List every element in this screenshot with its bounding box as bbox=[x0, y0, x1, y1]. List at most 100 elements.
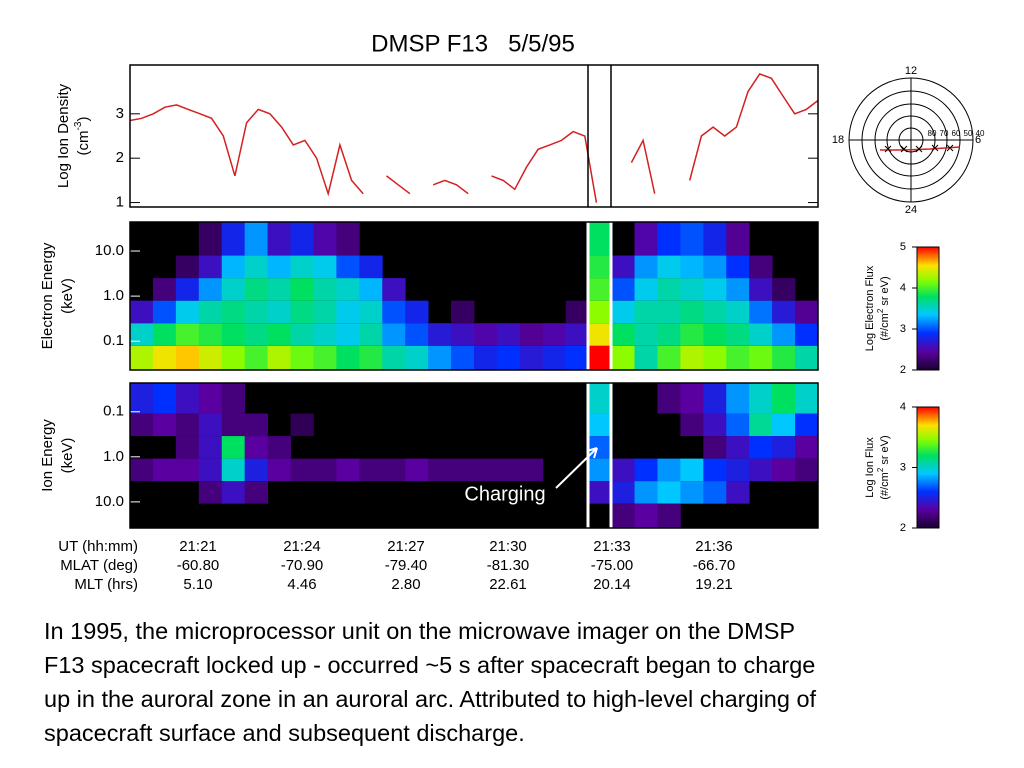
colorbar-label: Log Electron Flux (#/cm2 sr eV) bbox=[864, 265, 891, 351]
row-value: 21:21 bbox=[179, 538, 217, 555]
flux-cell bbox=[267, 300, 291, 324]
flux-cell bbox=[496, 345, 521, 370]
flux-cell bbox=[152, 413, 177, 437]
flux-cell bbox=[175, 458, 200, 482]
row-value: 21:30 bbox=[489, 538, 527, 555]
flux-cell bbox=[726, 413, 750, 437]
flux-cell bbox=[267, 278, 291, 301]
y-tick-label: 1.0 bbox=[103, 287, 124, 304]
flux-cell bbox=[175, 345, 200, 370]
flux-cell bbox=[680, 222, 704, 256]
dial-hour: 24 bbox=[905, 204, 917, 216]
colorbar-tick-label: 3 bbox=[900, 323, 906, 335]
flux-cell bbox=[336, 278, 360, 301]
flux-cell bbox=[680, 255, 704, 279]
flux-cell bbox=[703, 222, 727, 256]
dial-lat: 50 bbox=[964, 129, 973, 138]
dial-lat: 80 bbox=[928, 129, 937, 138]
flux-cell bbox=[267, 345, 291, 370]
flux-cell bbox=[198, 383, 223, 414]
row-label: MLT (hrs) bbox=[74, 576, 138, 593]
flux-cell bbox=[634, 481, 658, 504]
flux-cell bbox=[634, 278, 658, 301]
flux-cell bbox=[726, 345, 750, 370]
flux-cell bbox=[313, 255, 337, 279]
flux-cell bbox=[496, 323, 521, 346]
row-value: 21:27 bbox=[387, 538, 425, 555]
flux-cell bbox=[542, 345, 567, 370]
flux-cell bbox=[336, 300, 360, 324]
flux-cell bbox=[313, 300, 337, 324]
flux-cell bbox=[244, 323, 268, 346]
flux-cell bbox=[359, 300, 383, 324]
flux-cell bbox=[244, 300, 268, 324]
flux-cell bbox=[795, 436, 819, 459]
dial-lat: 70 bbox=[940, 129, 949, 138]
flux-cell bbox=[290, 255, 314, 279]
flux-cell bbox=[749, 300, 773, 324]
polar-dial bbox=[848, 77, 974, 203]
flux-cell bbox=[175, 300, 200, 324]
flux-cell bbox=[749, 436, 773, 459]
flux-cell bbox=[657, 323, 681, 346]
flux-cell bbox=[267, 255, 291, 279]
flux-cell bbox=[130, 300, 154, 324]
flux-cell bbox=[382, 458, 406, 482]
flux-cell bbox=[290, 413, 314, 437]
label-line: Log Ion Density bbox=[55, 83, 72, 188]
flux-cell bbox=[749, 255, 773, 279]
row-value: -75.00 bbox=[591, 557, 634, 574]
flux-cell bbox=[657, 300, 681, 324]
colorbar-label: Log Ion Flux (#/cm2 sr eV) bbox=[864, 435, 891, 499]
flux-cell bbox=[611, 255, 635, 279]
flux-cell bbox=[703, 383, 727, 414]
flux-cell bbox=[359, 323, 383, 346]
caption-line: up in the auroral zone in an auroral arc… bbox=[44, 686, 817, 712]
flux-cell bbox=[428, 458, 452, 482]
flux-cell bbox=[175, 436, 200, 459]
y-tick-label: 1.0 bbox=[103, 448, 124, 465]
label-line: Log Ion Flux bbox=[864, 437, 876, 498]
y-tick-label: 0.1 bbox=[103, 403, 124, 420]
y-tick-label: 2 bbox=[116, 149, 124, 166]
row-value: 5.10 bbox=[183, 576, 212, 593]
flux-cell bbox=[359, 255, 383, 279]
y-tick-label: 3 bbox=[116, 105, 124, 122]
row-value: -60.80 bbox=[177, 557, 220, 574]
flux-cell bbox=[428, 345, 452, 370]
flux-cell bbox=[703, 413, 727, 437]
flux-cell bbox=[611, 481, 635, 504]
flux-cell bbox=[130, 458, 154, 482]
flux-cell bbox=[703, 255, 727, 279]
flux-cell bbox=[542, 323, 567, 346]
flux-cell bbox=[611, 300, 635, 324]
flux-cell bbox=[611, 458, 635, 482]
flux-cell bbox=[198, 413, 223, 437]
row-value: 21:24 bbox=[283, 538, 321, 555]
flux-cell bbox=[588, 436, 612, 459]
flux-cell bbox=[749, 278, 773, 301]
row-value: -66.70 bbox=[693, 557, 736, 574]
label-part: (#/cm bbox=[879, 472, 891, 500]
caption-line: F13 spacecraft locked up - occurred ~5 s… bbox=[44, 652, 815, 678]
flux-cell bbox=[703, 278, 727, 301]
flux-cell bbox=[244, 222, 268, 256]
flux-cell bbox=[611, 345, 635, 370]
flux-cell bbox=[267, 436, 291, 459]
flux-cell bbox=[130, 383, 154, 414]
flux-cell bbox=[772, 458, 796, 482]
flux-cell bbox=[290, 345, 314, 370]
flux-cell bbox=[152, 383, 177, 414]
flux-cell bbox=[221, 481, 246, 504]
flux-cell bbox=[703, 300, 727, 324]
colorbar-tick-label: 3 bbox=[900, 461, 906, 473]
flux-cell bbox=[726, 222, 750, 256]
flux-cell bbox=[382, 323, 406, 346]
flux-cell bbox=[634, 345, 658, 370]
flux-cell bbox=[405, 323, 429, 346]
flux-cell bbox=[588, 383, 612, 414]
flux-cell bbox=[749, 413, 773, 437]
label-line: Log Electron Flux bbox=[864, 265, 876, 351]
flux-cell bbox=[611, 278, 635, 301]
